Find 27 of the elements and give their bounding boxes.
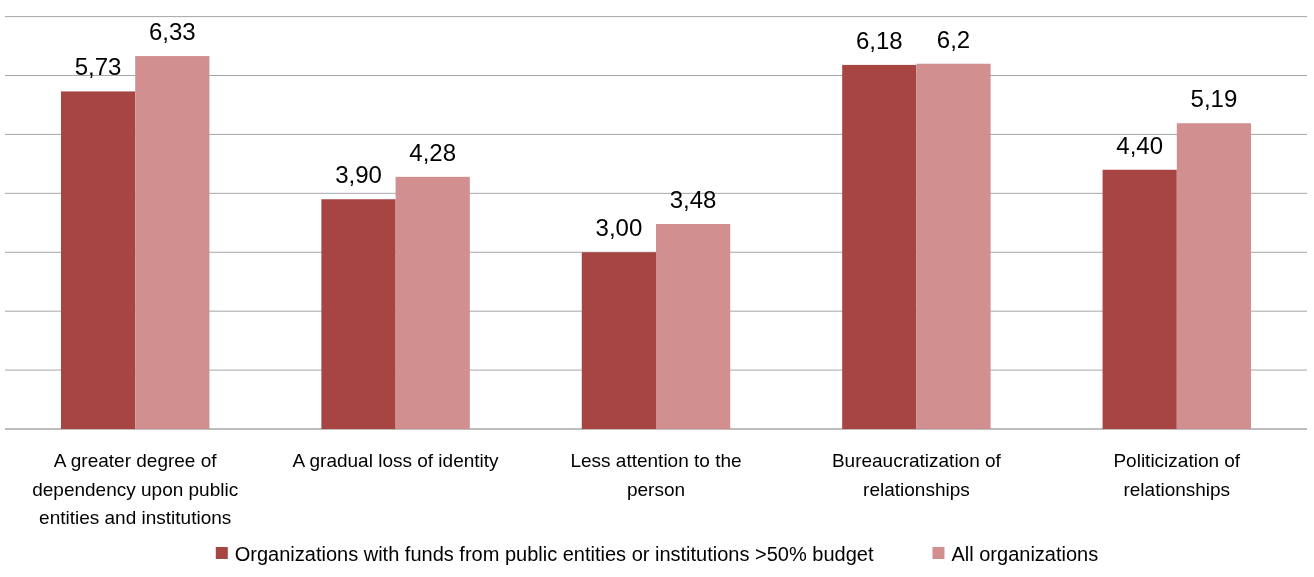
data-label: 6,2 bbox=[936, 25, 971, 53]
data-label: 6,33 bbox=[148, 18, 196, 46]
data-label: 4,28 bbox=[409, 138, 457, 166]
x-tick-label: Politicization of relationships bbox=[1113, 450, 1241, 500]
data-label: 3,00 bbox=[595, 214, 643, 242]
bar bbox=[581, 252, 656, 429]
data-label: 3,48 bbox=[669, 185, 717, 213]
legend-label: Organizations with funds from public entities or institutions >50% budget bbox=[234, 542, 874, 565]
data-label: 6,18 bbox=[855, 26, 903, 54]
data-label: 4,40 bbox=[1116, 131, 1164, 159]
x-tick-label: Bureaucratization of relationships bbox=[831, 450, 1002, 500]
data-label: 5,19 bbox=[1190, 85, 1238, 113]
bar bbox=[842, 64, 917, 429]
bar bbox=[60, 91, 136, 429]
bar bbox=[656, 223, 731, 429]
x-tick-label: Less attention to the person bbox=[570, 450, 742, 500]
bar bbox=[1102, 169, 1177, 429]
data-label: 3,90 bbox=[335, 161, 382, 189]
bar bbox=[395, 176, 470, 429]
data-label: 5,73 bbox=[74, 53, 122, 81]
x-tick-label: A greater degree of dependency upon public entities and institutions bbox=[32, 450, 239, 528]
bar bbox=[916, 63, 991, 429]
bar bbox=[135, 56, 210, 429]
legend-label: All organizations bbox=[951, 542, 1099, 565]
bar bbox=[1176, 123, 1252, 429]
x-tick-label: A gradual loss of identity bbox=[292, 450, 500, 471]
bar bbox=[321, 199, 396, 429]
